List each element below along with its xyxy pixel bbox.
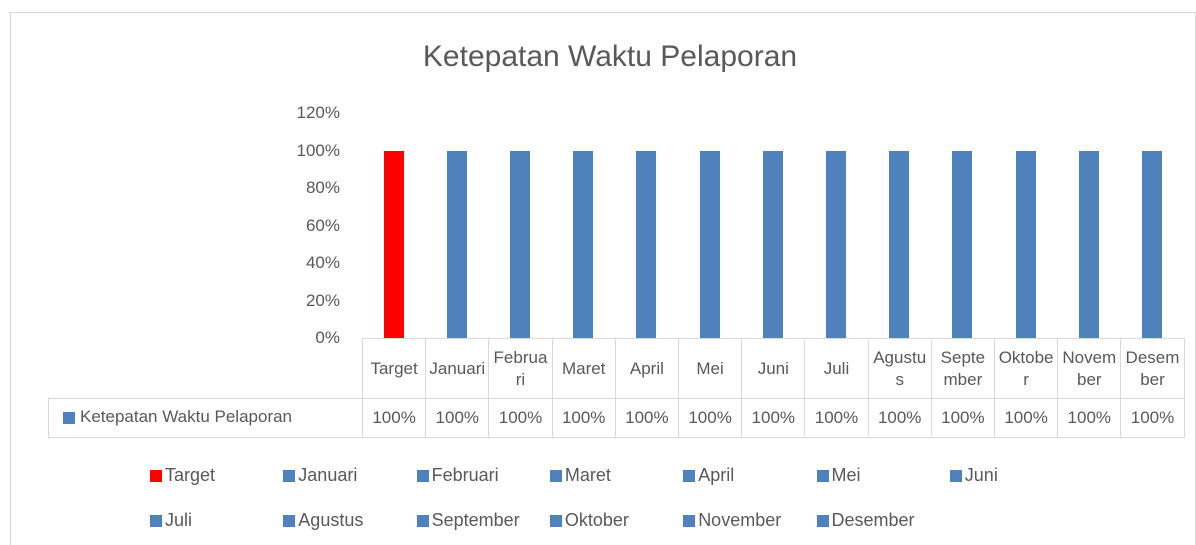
- value-label: 100%: [362, 398, 427, 438]
- legend-label: November: [698, 510, 782, 530]
- value-label: 100%: [1057, 398, 1122, 438]
- axis-line: [362, 338, 1184, 339]
- legend-key: [416, 470, 429, 482]
- legend-label: September: [431, 510, 520, 530]
- legend-key: [549, 470, 562, 482]
- y-tick-label: 60%: [305, 215, 340, 235]
- x-tick-label: Target: [362, 338, 427, 399]
- x-tick-label: Oktober: [994, 338, 1059, 399]
- x-tick-label: Juni: [741, 338, 806, 399]
- legend-label: Agustus: [298, 510, 364, 530]
- bar: [636, 150, 657, 338]
- y-tick-label: 0%: [315, 328, 340, 347]
- legend-label: Februari: [431, 465, 499, 485]
- x-tick-label: Desember: [1120, 338, 1185, 399]
- legend-label: Mei: [831, 465, 861, 485]
- legend-key: [683, 515, 696, 527]
- chart-title: Ketepatan Waktu Pelaporan: [422, 40, 798, 73]
- value-label: 100%: [804, 398, 869, 438]
- y-tick-label: 100%: [296, 140, 340, 160]
- legend-key: [63, 412, 75, 424]
- value-label: 100%: [930, 398, 995, 438]
- y-tick-label: 80%: [305, 178, 340, 197]
- bar: [1078, 150, 1099, 338]
- x-tick-label: April: [614, 338, 679, 399]
- legend-label: Oktober: [564, 510, 629, 530]
- legend-label: Juli: [165, 510, 193, 530]
- y-tick-label: 40%: [305, 253, 340, 272]
- legend-label: Januari: [298, 465, 358, 485]
- bar: [699, 150, 720, 338]
- x-tick-label: Februari: [488, 338, 553, 399]
- value-label: 100%: [741, 398, 806, 438]
- legend-key: [283, 470, 296, 482]
- x-tick-label: Januari: [425, 338, 490, 399]
- bar: [952, 150, 973, 338]
- bar: [446, 150, 467, 338]
- value-label: 100%: [1120, 398, 1185, 438]
- legend-key: [416, 515, 429, 527]
- x-tick-label: Maret: [551, 338, 616, 399]
- legend-key: [816, 515, 829, 527]
- legend-key: [150, 470, 162, 482]
- legend-key: [549, 515, 562, 527]
- series-name: Ketepatan Waktu Pelaporan: [80, 407, 293, 426]
- bar: [383, 150, 404, 338]
- value-label: 100%: [994, 398, 1059, 438]
- x-tick-label: Mei: [678, 338, 743, 399]
- value-label: 100%: [551, 398, 616, 438]
- bar: [573, 150, 594, 338]
- legend-label: April: [698, 465, 735, 485]
- legend-label: Target: [165, 465, 216, 485]
- legend-label: Maret: [564, 465, 611, 485]
- legend-key: [816, 470, 829, 482]
- y-tick-label: 120%: [296, 103, 340, 122]
- value-label: 100%: [867, 398, 932, 438]
- value-label: 100%: [614, 398, 679, 438]
- legend-label: Juni: [964, 465, 998, 485]
- value-label: 100%: [425, 398, 490, 438]
- value-label: 100%: [678, 398, 743, 438]
- value-label: 100%: [488, 398, 553, 438]
- bar: [1015, 150, 1036, 338]
- x-tick-label: September: [930, 338, 995, 399]
- legend-key: [949, 470, 962, 482]
- bar: [889, 150, 910, 338]
- x-tick-label: Agustus: [867, 338, 932, 399]
- bar: [826, 150, 846, 338]
- legend-label: Desember: [831, 510, 915, 530]
- legend-key: [683, 470, 696, 482]
- legend-key: [150, 515, 162, 527]
- x-tick-label: November: [1057, 338, 1122, 399]
- bar: [510, 150, 530, 338]
- bar: [1142, 150, 1162, 338]
- y-tick-label: 20%: [305, 290, 340, 310]
- bar: [762, 150, 783, 338]
- legend-key: [283, 515, 296, 527]
- x-tick-label: Juli: [804, 338, 869, 399]
